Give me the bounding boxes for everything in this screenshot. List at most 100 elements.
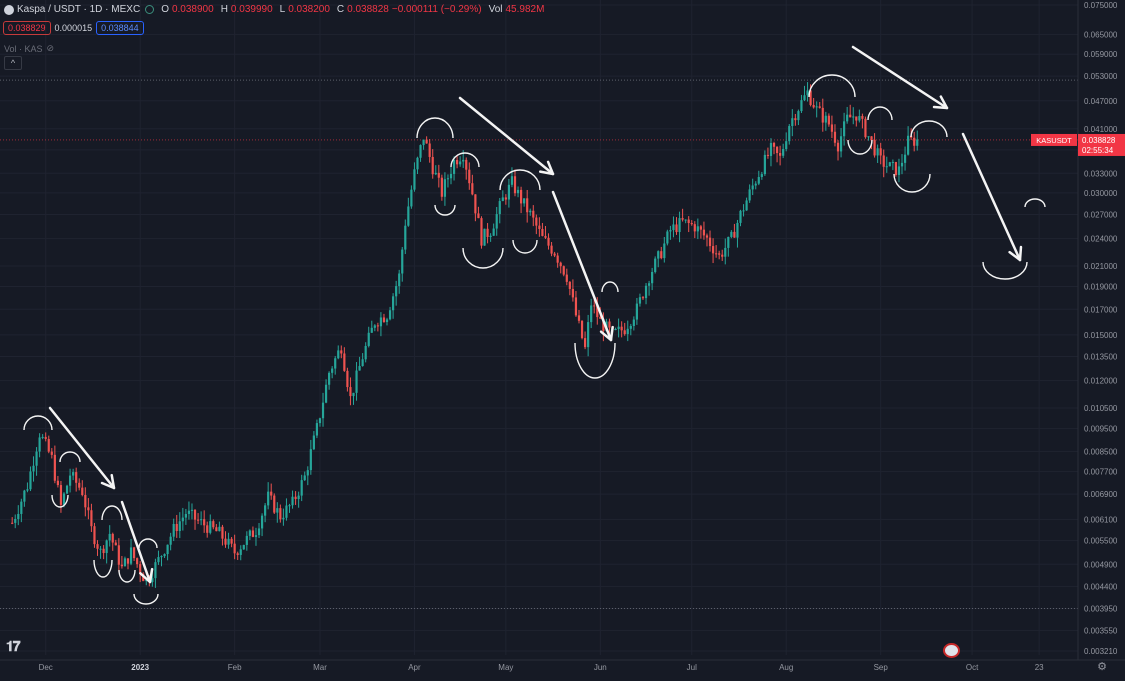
candle-body — [553, 253, 556, 256]
candle-body — [294, 496, 297, 500]
candle-body — [462, 159, 465, 162]
candle-body — [523, 198, 526, 204]
candle-body — [297, 495, 300, 500]
tradingview-logo-icon[interactable]: 𝟏𝟕 — [6, 638, 21, 654]
candle-body — [38, 437, 41, 452]
grid-lines — [0, 0, 1078, 655]
candle-body — [379, 317, 383, 327]
candle-body — [264, 505, 267, 516]
candle-body — [178, 521, 181, 532]
candle-body — [221, 526, 224, 539]
candle-body — [65, 485, 69, 494]
candle-body — [151, 578, 154, 583]
low-label: L — [279, 4, 286, 15]
trend-arrow — [48, 406, 116, 490]
candle-body — [111, 533, 114, 543]
candle-body — [763, 154, 766, 175]
candle-body — [50, 451, 53, 455]
candle-body — [855, 116, 858, 121]
candle-body — [660, 251, 663, 259]
candle-body — [769, 142, 773, 156]
candle-body — [788, 126, 791, 142]
candle-body — [184, 513, 187, 518]
volume-indicator-legend[interactable]: Vol · KAS ⊘ — [4, 43, 54, 54]
trough-arc — [982, 261, 1028, 280]
candle-body — [867, 136, 870, 138]
peak-arc — [59, 451, 81, 463]
y-tick-label: 0.003210 — [1084, 647, 1118, 656]
candle-body — [736, 222, 739, 238]
candle-body — [346, 370, 349, 388]
candle-body — [602, 318, 605, 331]
peak-arc — [867, 106, 893, 121]
candle-body — [68, 475, 72, 486]
candle-body — [702, 229, 706, 236]
candle-body — [340, 350, 343, 354]
candle-body — [730, 231, 733, 237]
candle-body — [175, 523, 178, 532]
x-tick-label: Oct — [966, 663, 979, 672]
candle-body — [775, 146, 779, 154]
y-tick-label: 0.007700 — [1084, 468, 1118, 477]
candle-body — [641, 297, 645, 299]
candle-body — [718, 253, 721, 255]
y-tick-label: 0.021000 — [1084, 262, 1118, 271]
candle-body — [779, 153, 782, 156]
candle-body — [806, 90, 809, 96]
candle-body — [535, 217, 538, 226]
symbol-price-tag — [1031, 133, 1077, 146]
candle-body — [596, 305, 599, 318]
candle-body — [620, 326, 623, 331]
candle-body — [154, 562, 157, 579]
candle-body — [510, 176, 514, 185]
candle-body — [550, 245, 553, 254]
collapse-legend-button[interactable]: ^ — [4, 56, 22, 70]
candle-body — [885, 166, 888, 168]
candle-body — [812, 104, 815, 108]
candle-body — [446, 178, 450, 180]
candle-body — [44, 436, 47, 439]
bar-countdown: 02:55:34 — [1082, 146, 1114, 155]
trough-arc — [512, 239, 538, 254]
candle-body — [803, 95, 806, 101]
y-tick-label: 0.075000 — [1084, 1, 1118, 10]
eye-hidden-icon[interactable]: ⊘ — [46, 43, 55, 53]
candle-body — [687, 219, 690, 224]
trough-arc — [462, 247, 504, 269]
time-axis[interactable]: Dec 2023 Feb Mar Apr May Jun Jul Aug Sep Oct 23 — [0, 659, 1125, 672]
price-axis[interactable]: 0.075000 0.065000 0.059000 0.053000 0.047000… — [1077, 0, 1118, 660]
candle-body — [395, 286, 398, 297]
y-tick-label: 0.030000 — [1084, 189, 1118, 198]
market-status-icon[interactable] — [145, 5, 155, 14]
candle-body — [416, 157, 419, 170]
candle-body — [370, 327, 373, 333]
y-tick-label: 0.015000 — [1084, 331, 1118, 340]
candle-body — [513, 176, 517, 194]
candle-body — [587, 322, 590, 348]
change-value: −0.000111 (−0.29%) — [391, 4, 482, 15]
candle-body — [580, 320, 584, 339]
candle-body — [477, 213, 480, 219]
candle-body — [282, 517, 285, 520]
candle-body — [334, 358, 337, 369]
candle-body — [836, 142, 840, 152]
y-tick-label: 0.013500 — [1084, 353, 1118, 362]
sell-button[interactable]: 0.038829 — [3, 21, 51, 35]
candle-body — [190, 509, 194, 511]
x-tick-label: 23 — [1035, 663, 1044, 672]
candle-body — [248, 530, 251, 536]
candle-body — [166, 544, 169, 555]
trend-arrow — [551, 190, 613, 342]
candle-body — [321, 402, 325, 419]
candle-body — [398, 273, 401, 287]
trend-arrow-head — [1008, 245, 1023, 262]
symbol-title[interactable]: Kaspa / USDT · 1D · MEXC — [17, 4, 141, 15]
candle-body — [721, 254, 724, 257]
buy-button[interactable]: 0.038844 — [96, 21, 144, 35]
symbol-header: Kaspa / USDT · 1D · MEXC O 0.038900 H 0.03… — [4, 4, 544, 15]
trough-arc — [118, 569, 136, 583]
us-flag-icon[interactable] — [943, 643, 960, 658]
candle-body — [538, 225, 541, 229]
gear-icon[interactable]: ⚙ — [1097, 661, 1107, 673]
